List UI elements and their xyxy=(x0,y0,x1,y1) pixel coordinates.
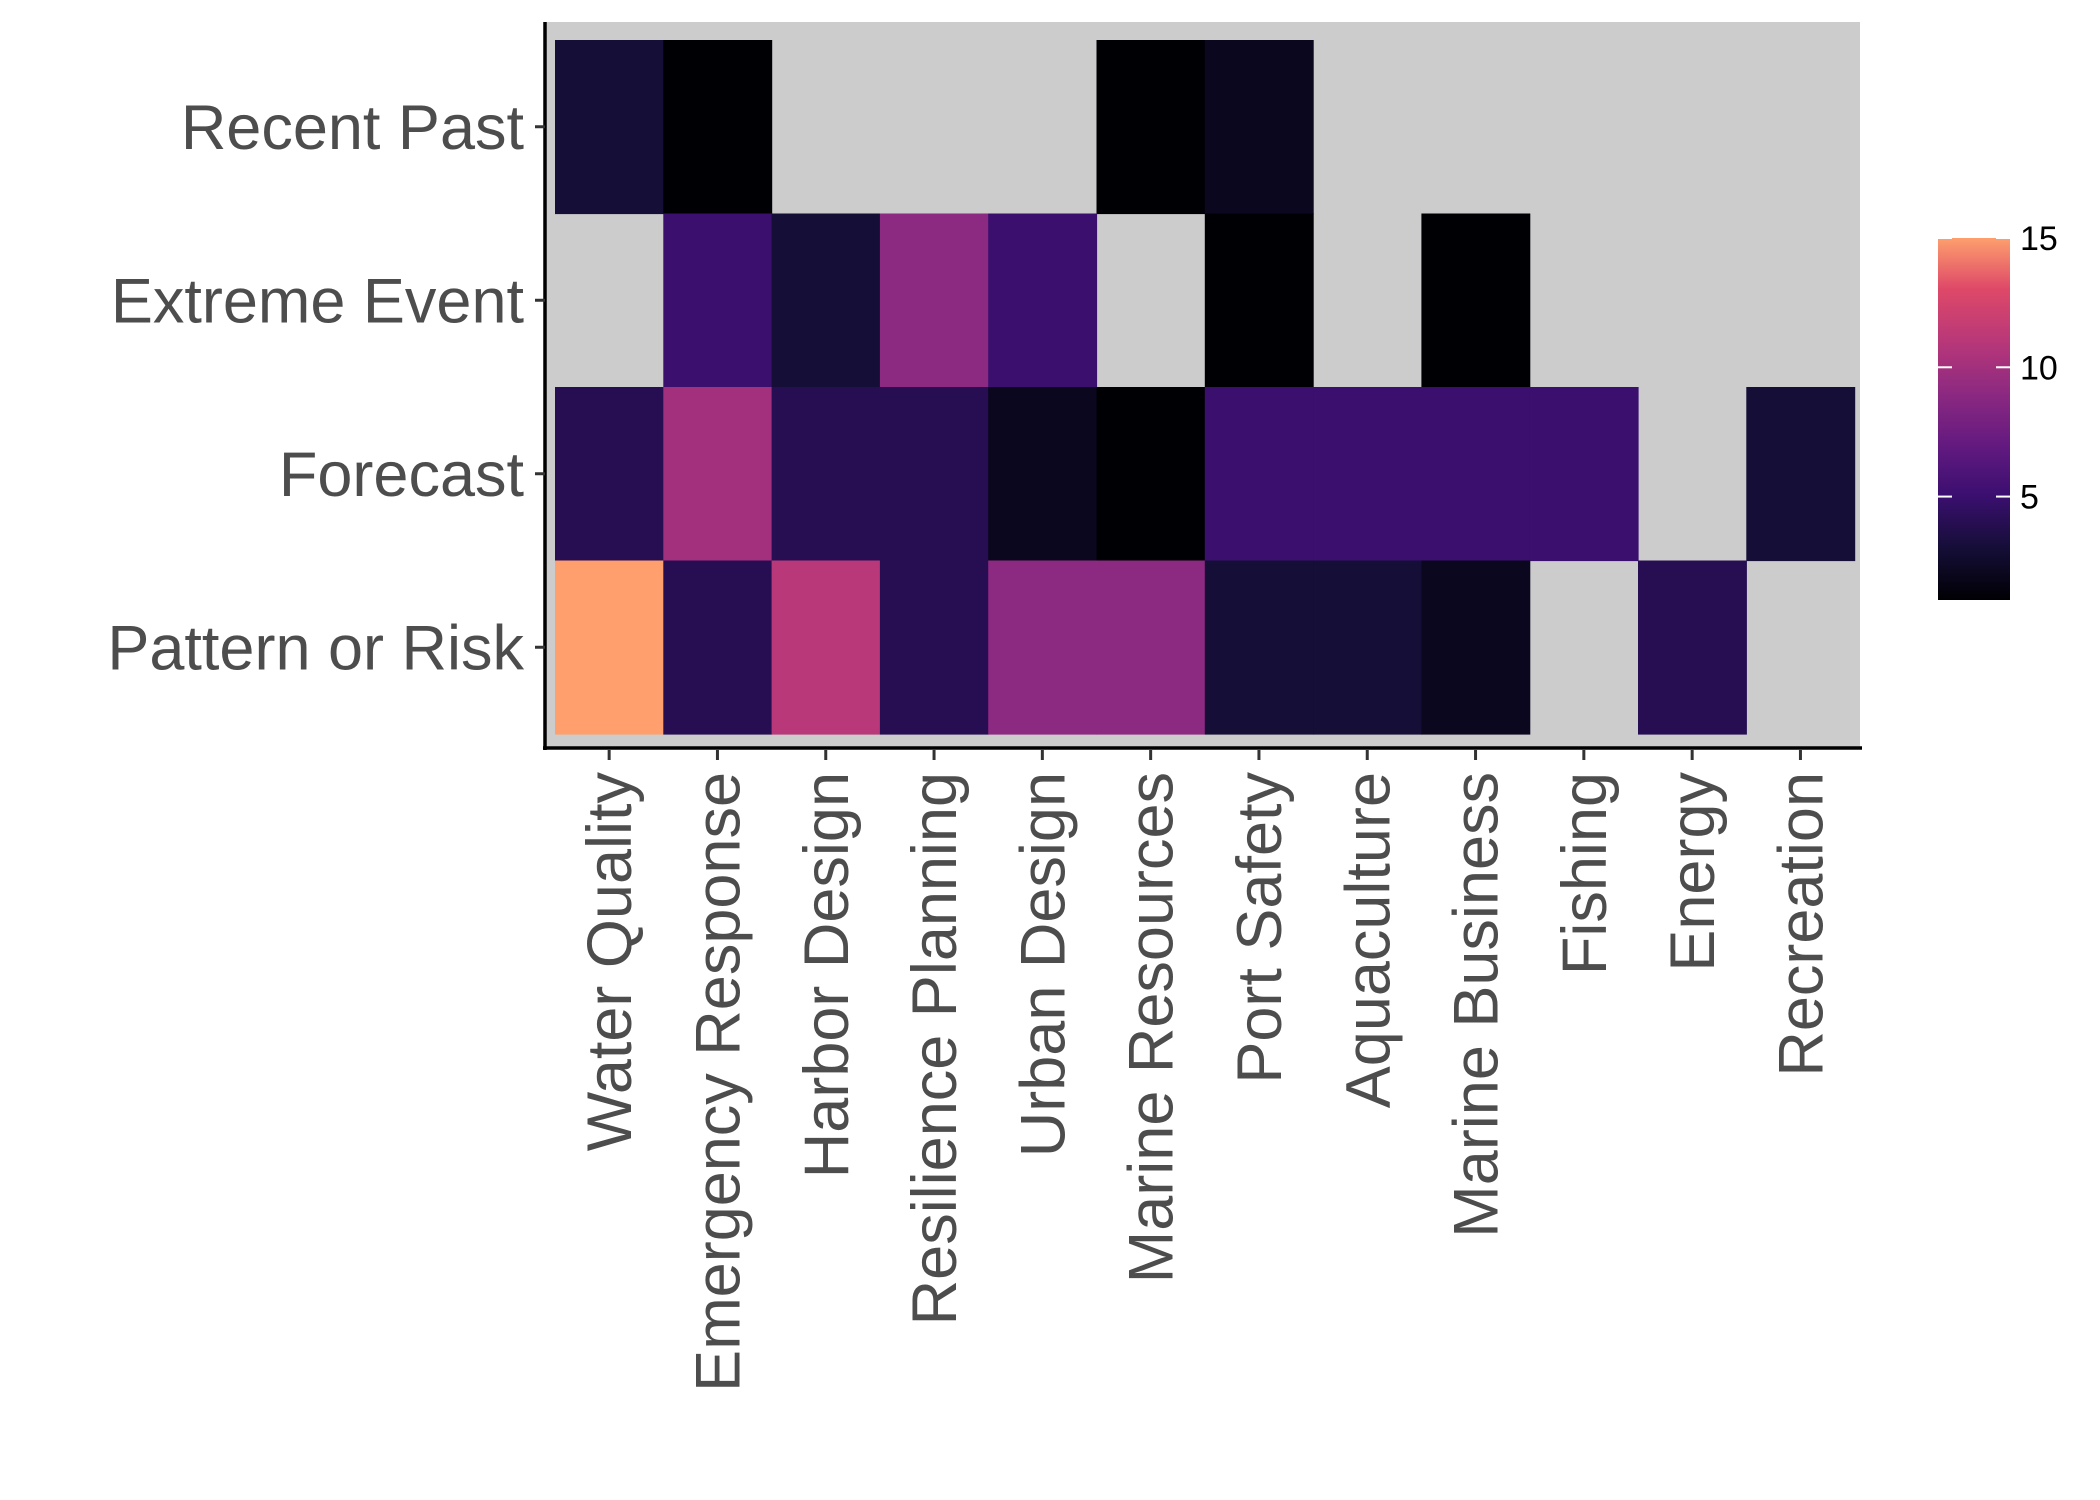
x-tick-label-resilience-planning: Resilience Planning xyxy=(900,772,970,1325)
cell-pattern-or-risk-water-quality xyxy=(555,560,664,735)
cell-extreme-event-resilience-planning xyxy=(879,213,989,388)
cell-extreme-event-marine-business xyxy=(1421,213,1531,388)
colorbar-label-10: 10 xyxy=(2020,349,2058,387)
cell-forecast-harbor-design xyxy=(771,387,881,562)
y-tick-labels: Recent Past Extreme Event Forecast Pattern … xyxy=(107,93,524,684)
cell-recent-past-emergency-response xyxy=(663,40,773,215)
x-tick-label-recreation: Recreation xyxy=(1767,772,1837,1077)
cell-extreme-event-urban-design xyxy=(988,213,1098,388)
cell-forecast-recreation xyxy=(1746,387,1856,562)
cell-forecast-fishing xyxy=(1529,387,1639,562)
cell-pattern-or-risk-marine-resources xyxy=(1096,560,1206,735)
heatmap-cells xyxy=(555,40,1856,735)
colorbar-label-15: 15 xyxy=(2020,220,2058,258)
cell-pattern-or-risk-marine-business xyxy=(1421,560,1531,735)
cell-forecast-marine-business xyxy=(1421,387,1531,562)
cell-pattern-or-risk-emergency-response xyxy=(663,560,773,735)
x-tick-label-energy: Energy xyxy=(1658,772,1728,972)
x-tick-labels: Water Quality Emergency Response Harbor De… xyxy=(575,772,1836,1392)
colorbar-label-5: 5 xyxy=(2020,479,2039,517)
x-tick-label-marine-business: Marine Business xyxy=(1442,772,1512,1238)
cell-pattern-or-risk-energy xyxy=(1638,560,1747,735)
cell-extreme-event-port-safety xyxy=(1204,213,1314,388)
x-tick-label-urban-design: Urban Design xyxy=(1008,772,1078,1157)
axes xyxy=(535,22,1862,760)
y-tick-label-extreme-event: Extreme Event xyxy=(111,266,525,336)
cell-recent-past-marine-resources xyxy=(1096,40,1206,215)
y-tick-label-pattern-or-risk: Pattern or Risk xyxy=(107,613,524,683)
cell-recent-past-water-quality xyxy=(555,40,664,215)
y-tick-label-forecast: Forecast xyxy=(279,440,525,510)
y-tick-label-recent-past: Recent Past xyxy=(181,93,525,163)
cell-recent-past-port-safety xyxy=(1204,40,1314,215)
x-tick-label-water-quality: Water Quality xyxy=(575,772,645,1152)
cell-forecast-aquaculture xyxy=(1313,387,1422,562)
cell-forecast-port-safety xyxy=(1204,387,1314,562)
x-tick-label-port-safety: Port Safety xyxy=(1225,772,1295,1084)
cell-pattern-or-risk-aquaculture xyxy=(1313,560,1422,735)
x-tick-label-marine-resources: Marine Resources xyxy=(1117,772,1187,1283)
cell-extreme-event-emergency-response xyxy=(663,213,773,388)
x-tick-label-aquaculture: Aquaculture xyxy=(1333,772,1403,1108)
colorbar xyxy=(1938,238,2010,600)
colorbar-legend: 5 10 15 xyxy=(1938,220,2058,600)
cell-pattern-or-risk-urban-design xyxy=(988,560,1098,735)
cell-forecast-resilience-planning xyxy=(879,387,989,562)
cell-pattern-or-risk-harbor-design xyxy=(771,560,881,735)
cell-forecast-urban-design xyxy=(988,387,1098,562)
cell-extreme-event-harbor-design xyxy=(771,213,881,388)
cell-pattern-or-risk-resilience-planning xyxy=(879,560,989,735)
cell-forecast-marine-resources xyxy=(1096,387,1206,562)
x-tick-label-harbor-design: Harbor Design xyxy=(792,772,862,1178)
x-tick-label-fishing: Fishing xyxy=(1550,772,1620,975)
cell-forecast-emergency-response xyxy=(663,387,773,562)
cell-pattern-or-risk-port-safety xyxy=(1204,560,1314,735)
x-tick-label-emergency-response: Emergency Response xyxy=(683,772,753,1392)
cell-forecast-water-quality xyxy=(555,387,664,562)
